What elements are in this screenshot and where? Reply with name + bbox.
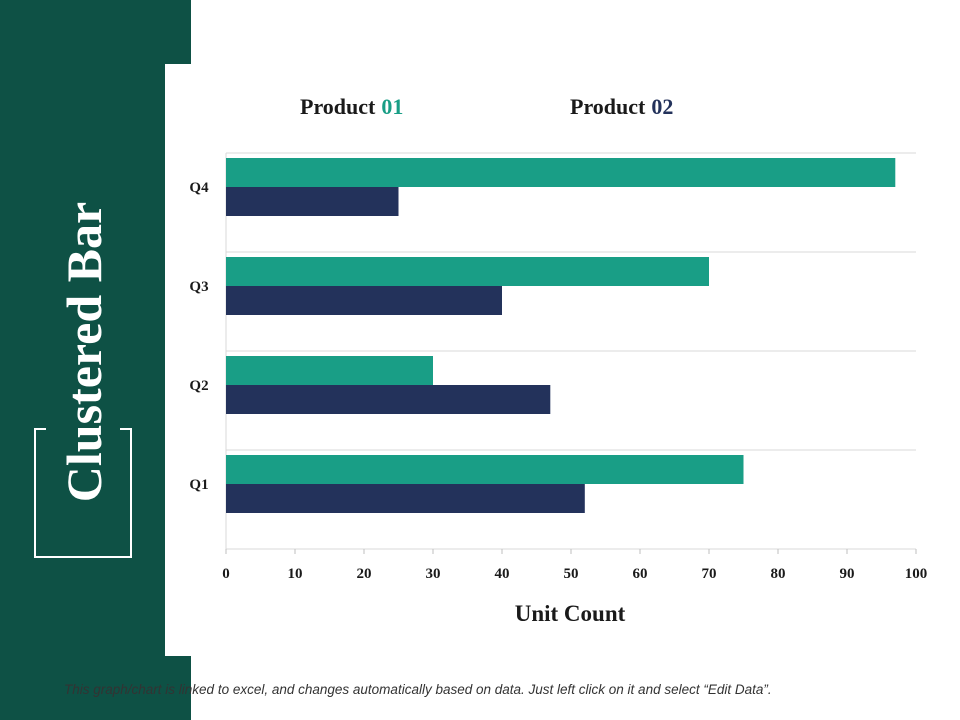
x-tick-label-30: 30 — [426, 566, 441, 582]
x-tick-label-20: 20 — [357, 566, 372, 582]
bar-q3-series-2 — [226, 286, 502, 315]
legend-product-01-number: 01 — [381, 94, 404, 119]
side-band-bottom-tab — [165, 656, 191, 720]
x-tick-label-90: 90 — [840, 566, 855, 582]
side-band — [0, 0, 165, 720]
y-tick-label-q3: Q3 — [189, 279, 208, 295]
x-tick-label-80: 80 — [771, 566, 786, 582]
legend-product-02-number: 02 — [651, 94, 674, 119]
bar-q2-series-1 — [226, 356, 433, 385]
x-tick-label-50: 50 — [564, 566, 579, 582]
x-tick-label-60: 60 — [633, 566, 648, 582]
bar-q1-series-1 — [226, 455, 744, 484]
legend-product-01: Product 01 — [300, 94, 403, 120]
bar-q3-series-1 — [226, 257, 709, 286]
x-tick-label-100: 100 — [905, 566, 928, 582]
bar-q4-series-1 — [226, 158, 896, 187]
bar-q1-series-2 — [226, 484, 585, 513]
bar-q2-series-2 — [226, 385, 551, 414]
x-tick-label-70: 70 — [702, 566, 717, 582]
y-tick-label-q1: Q1 — [189, 477, 208, 493]
legend-product-02: Product 02 — [570, 94, 673, 120]
y-tick-label-q2: Q2 — [189, 378, 208, 394]
x-tick-label-40: 40 — [495, 566, 510, 582]
bar-q4-series-2 — [226, 187, 399, 216]
legend-product-01-word: Product — [300, 94, 376, 119]
x-tick-label-10: 10 — [288, 566, 303, 582]
legend-product-02-word: Product — [570, 94, 646, 119]
y-tick-label-q4: Q4 — [189, 180, 209, 196]
side-band-top-tab — [165, 0, 191, 64]
x-axis-label: Unit Count — [515, 601, 626, 626]
x-tick-label-0: 0 — [222, 566, 230, 582]
footnote: This graph/chart is linked to excel, and… — [64, 682, 772, 697]
title-frame — [34, 428, 132, 558]
